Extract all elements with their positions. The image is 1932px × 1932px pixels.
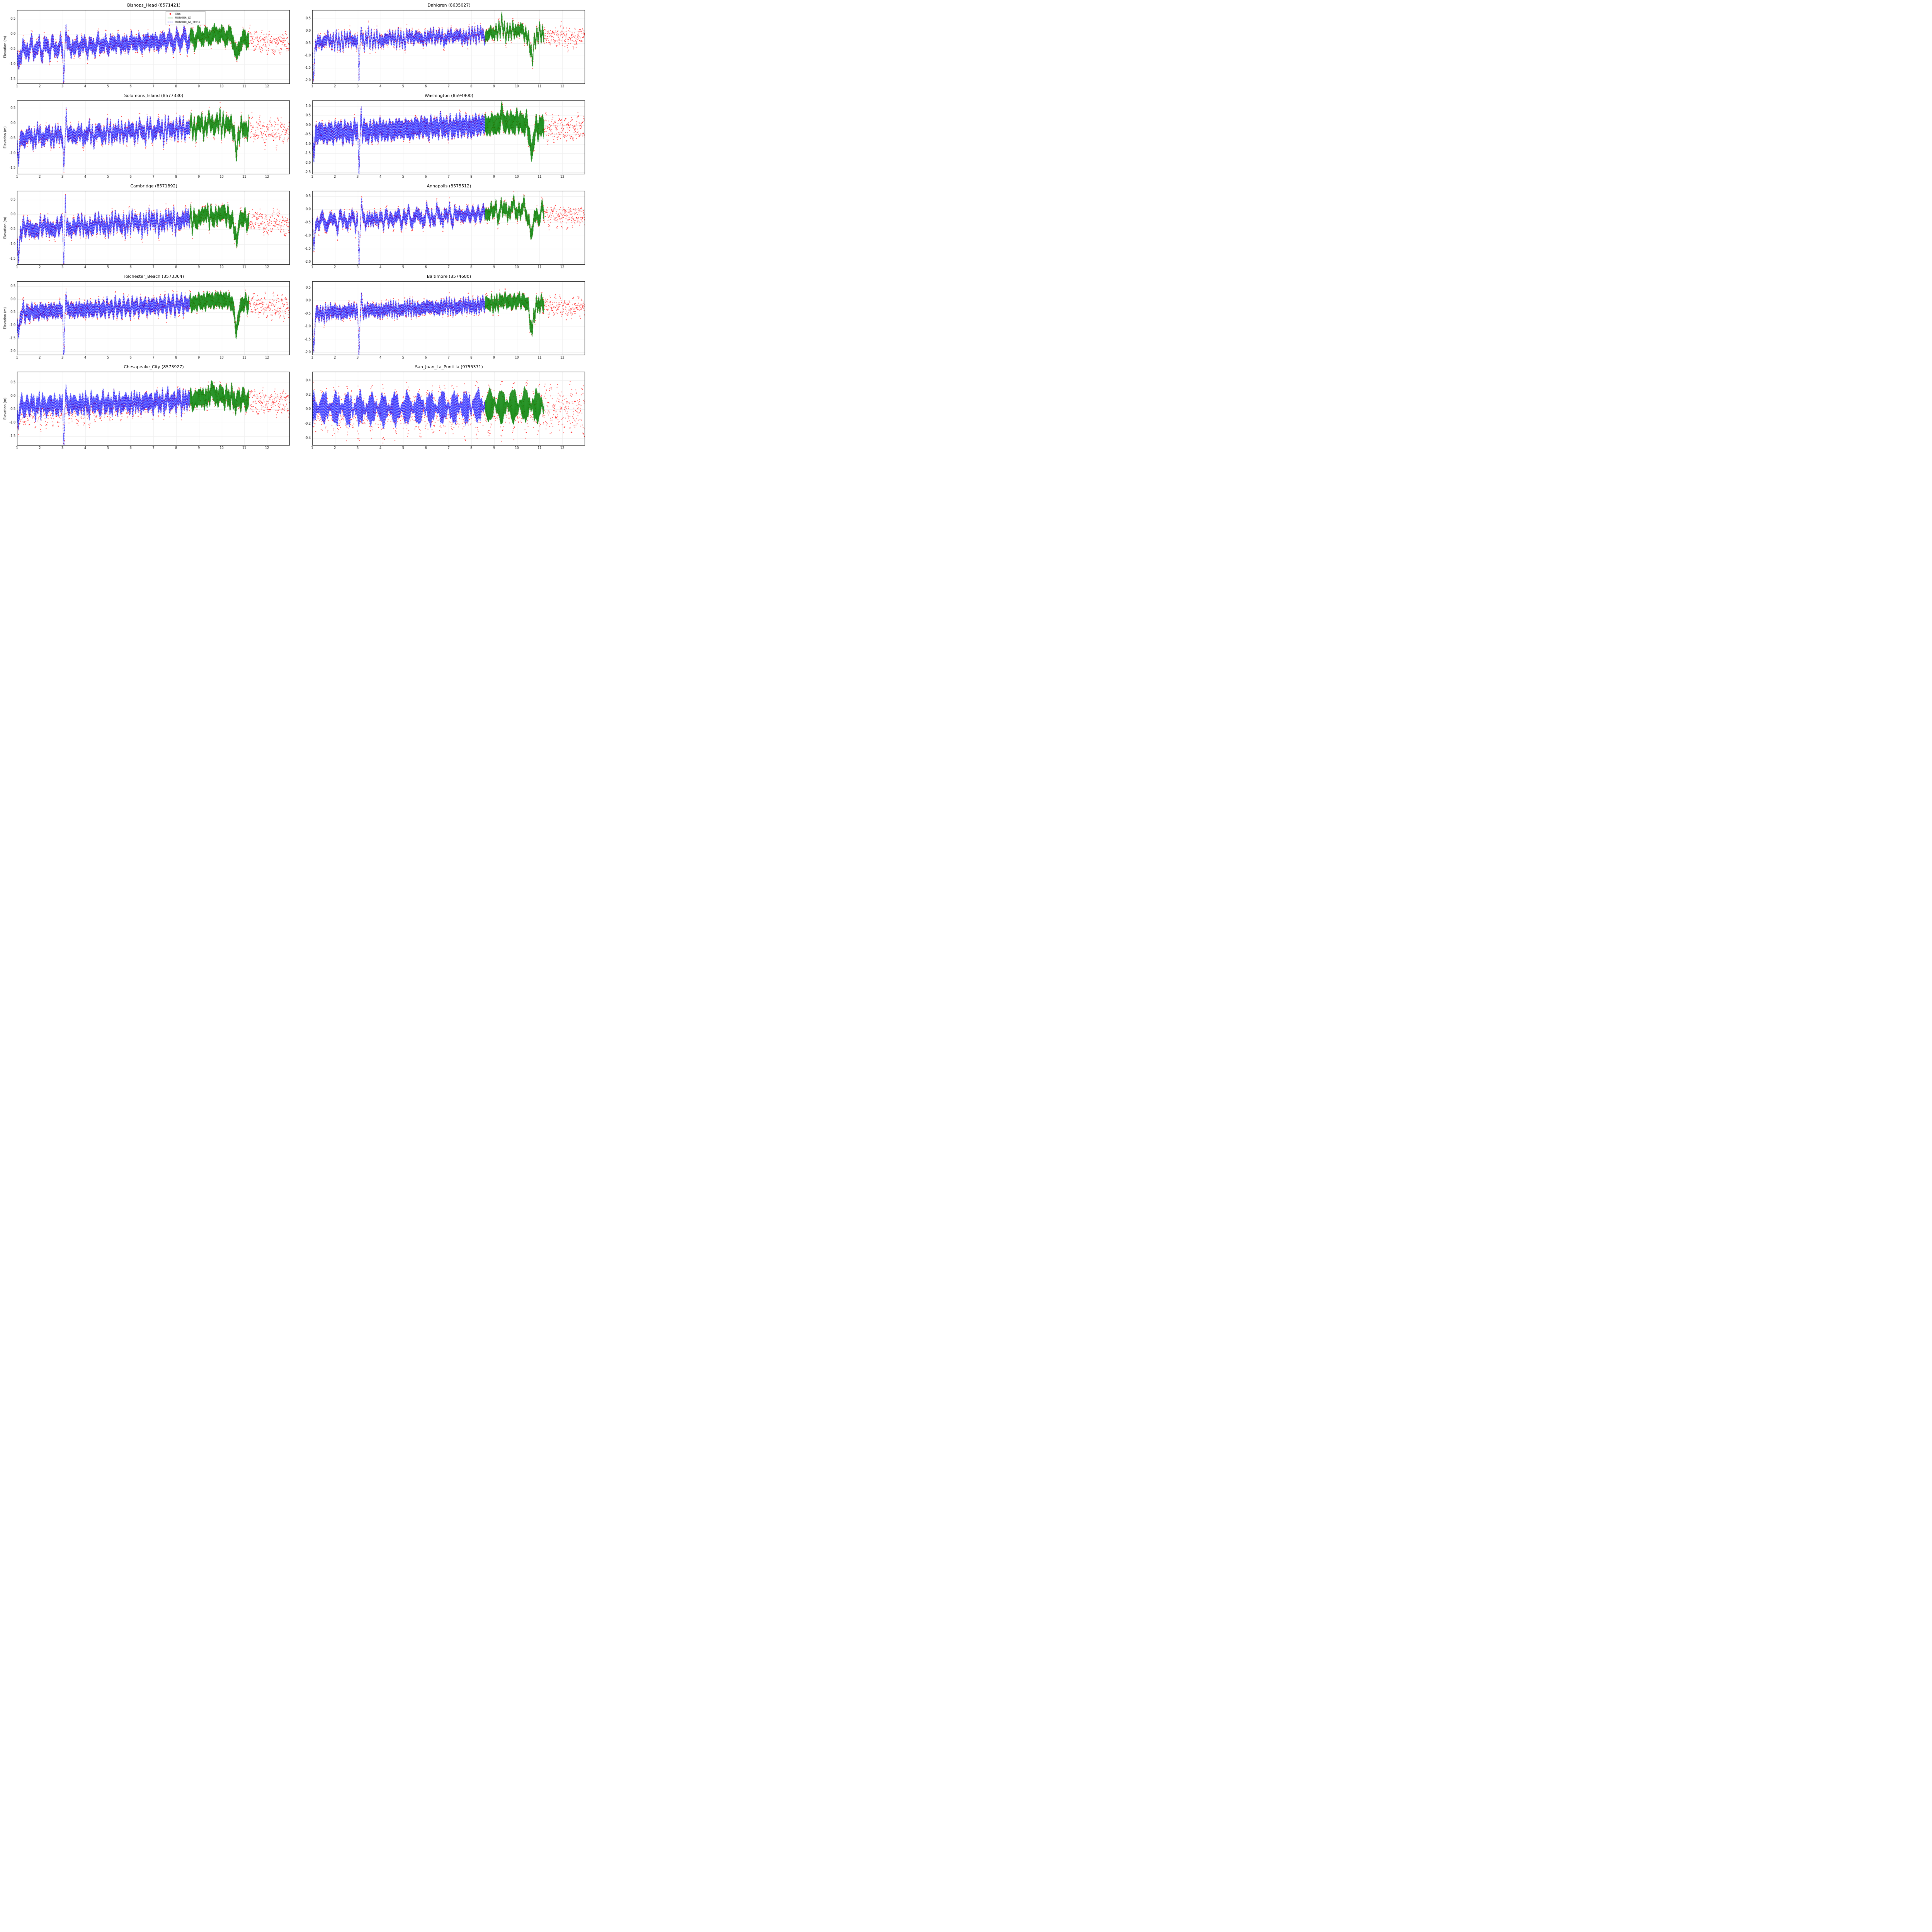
chart-title: San_Juan_La_Puntilla (9755371) — [415, 364, 483, 369]
plot-san-juan-la-puntilla — [298, 370, 588, 452]
plot-bishops-head — [2, 8, 293, 90]
plot-baltimore — [298, 279, 588, 362]
plot-dahlgren — [298, 8, 588, 90]
chart-panel-tolchester-beach: Tolchester_Beach (8573364) — [2, 274, 294, 362]
chart-title: Cambridge (8571892) — [130, 184, 177, 189]
chart-panel-san-juan-la-puntilla: San_Juan_La_Puntilla (9755371) — [298, 364, 589, 452]
chart-title: Annapolis (8575512) — [427, 184, 471, 189]
plot-solomons-island — [2, 99, 293, 181]
chart-title: Dahlgren (8635027) — [427, 3, 471, 8]
chart-panel-washington: Washington (8594900) — [298, 93, 589, 181]
chart-panel-cambridge: Cambridge (8571892) — [2, 183, 294, 271]
chart-title: Tolchester_Beach (8573364) — [123, 274, 184, 279]
plot-chesapeake-city — [2, 370, 293, 452]
chart-title: Washington (8594900) — [425, 93, 473, 98]
plot-annapolis — [298, 189, 588, 271]
plot-cambridge — [2, 189, 293, 271]
plot-tolchester-beach — [2, 279, 293, 362]
chart-title: Bishops_Head (8571421) — [127, 3, 181, 8]
chart-panel-chesapeake-city: Chesapeake_City (8573927) — [2, 364, 294, 452]
chart-panel-dahlgren: Dahlgren (8635027) — [298, 2, 589, 90]
chart-panel-solomons-island: Solomons_Island (8577330) — [2, 93, 294, 181]
chart-panel-bishops-head: Bishops_Head (8571421) — [2, 2, 294, 90]
plot-washington — [298, 99, 588, 181]
figure-grid: Bishops_Head (8571421) Dahlgren (8635027… — [0, 0, 591, 456]
chart-panel-baltimore: Baltimore (8574680) — [298, 274, 589, 362]
chart-panel-annapolis: Annapolis (8575512) — [298, 183, 589, 271]
chart-title: Chesapeake_City (8573927) — [124, 364, 184, 369]
chart-title: Baltimore (8574680) — [427, 274, 471, 279]
chart-title: Solomons_Island (8577330) — [124, 93, 184, 98]
